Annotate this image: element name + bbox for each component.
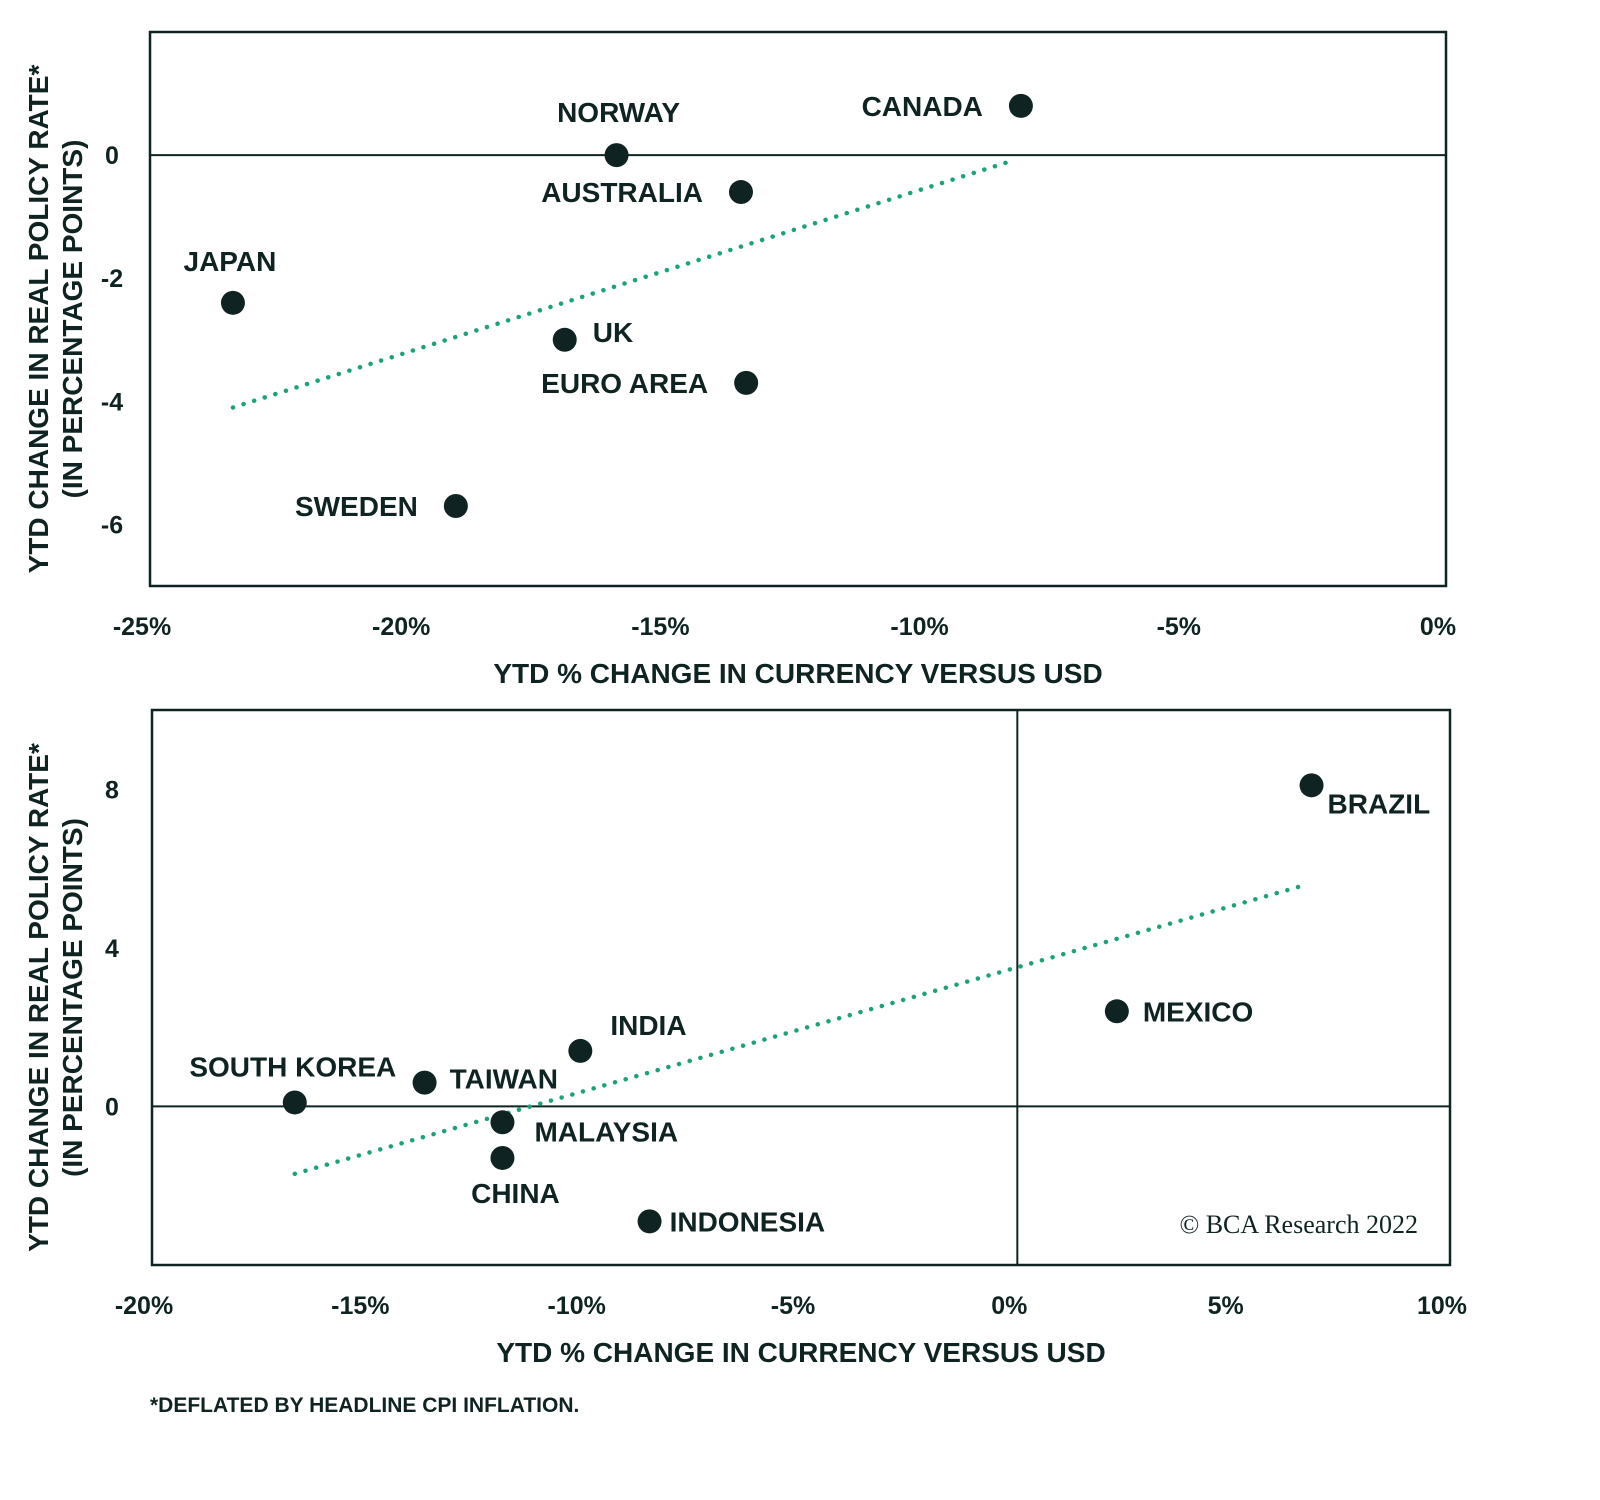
point-label: MEXICO	[1143, 996, 1253, 1027]
y-tick-label: -6	[101, 511, 123, 539]
x-tick-label: -25%	[113, 613, 171, 641]
y-axis-title: (IN PERCENTAGE POINTS)	[57, 140, 88, 499]
x-axis-title: YTD % CHANGE IN CURRENCY VERSUS USD	[496, 1337, 1105, 1368]
point-label: MALAYSIA	[534, 1116, 678, 1147]
x-tick-label: -20%	[115, 1292, 173, 1320]
data-point-uk	[552, 327, 577, 352]
point-label: UK	[593, 317, 633, 348]
data-point-sweden	[443, 493, 468, 518]
y-tick-label: 0	[105, 142, 119, 170]
point-label: INDONESIA	[670, 1206, 826, 1237]
data-point-japan	[220, 290, 245, 315]
x-tick-label: -10%	[547, 1292, 605, 1320]
y-tick-label: 8	[105, 776, 119, 804]
data-point-canada	[1008, 93, 1033, 118]
point-label: SOUTH KOREA	[189, 1051, 396, 1082]
x-tick-label: -5%	[1157, 613, 1201, 641]
y-tick-label: -4	[101, 388, 123, 416]
point-label: CHINA	[471, 1178, 560, 1209]
trend-line	[292, 882, 1310, 1177]
x-axis-title: YTD % CHANGE IN CURRENCY VERSUS USD	[493, 658, 1102, 689]
y-axis-title: YTD CHANGE IN REAL POLICY RATE*	[23, 743, 54, 1252]
x-tick-label: 10%	[1417, 1292, 1467, 1320]
y-axis-title: YTD CHANGE IN REAL POLICY RATE*	[23, 65, 54, 574]
data-point-india	[568, 1038, 593, 1063]
data-point-china	[490, 1145, 515, 1170]
point-label: SWEDEN	[295, 491, 418, 522]
x-tick-label: 5%	[1208, 1292, 1244, 1320]
x-tick-label: -15%	[331, 1292, 389, 1320]
data-point-south-korea	[282, 1090, 307, 1115]
y-tick-label: 4	[105, 935, 119, 963]
plot-frame	[150, 708, 1452, 1267]
point-label: TAIWAN	[450, 1064, 558, 1095]
data-point-malaysia	[490, 1110, 515, 1135]
data-point-taiwan	[412, 1070, 437, 1095]
point-label: JAPAN	[184, 246, 277, 277]
point-label: CANADA	[862, 91, 983, 122]
point-label: NORWAY	[557, 97, 680, 128]
point-label: INDIA	[610, 1010, 686, 1041]
data-point-australia	[728, 180, 753, 205]
plot-frame	[148, 30, 1448, 588]
data-point-norway	[604, 143, 629, 168]
x-tick-label: -10%	[890, 613, 948, 641]
data-point-indonesia	[637, 1209, 662, 1234]
y-tick-label: -2	[101, 265, 123, 293]
x-tick-label: -5%	[771, 1292, 815, 1320]
x-tick-label: 0%	[991, 1292, 1027, 1320]
copyright-annotation: © BCA Research 2022	[1179, 1210, 1418, 1239]
data-point-mexico	[1104, 999, 1129, 1024]
y-axis-title: (IN PERCENTAGE POINTS)	[57, 818, 88, 1177]
point-label: BRAZIL	[1328, 788, 1431, 819]
data-point-brazil	[1299, 773, 1324, 798]
point-label: EURO AREA	[541, 368, 708, 399]
x-tick-label: 0%	[1420, 613, 1456, 641]
data-point-euro-area	[734, 370, 759, 395]
footnote: *DEFLATED BY HEADLINE CPI INFLATION.	[150, 1394, 579, 1417]
point-label: AUSTRALIA	[541, 177, 703, 208]
x-tick-label: -15%	[631, 613, 689, 641]
x-tick-label: -20%	[372, 613, 430, 641]
y-tick-label: 0	[105, 1093, 119, 1121]
